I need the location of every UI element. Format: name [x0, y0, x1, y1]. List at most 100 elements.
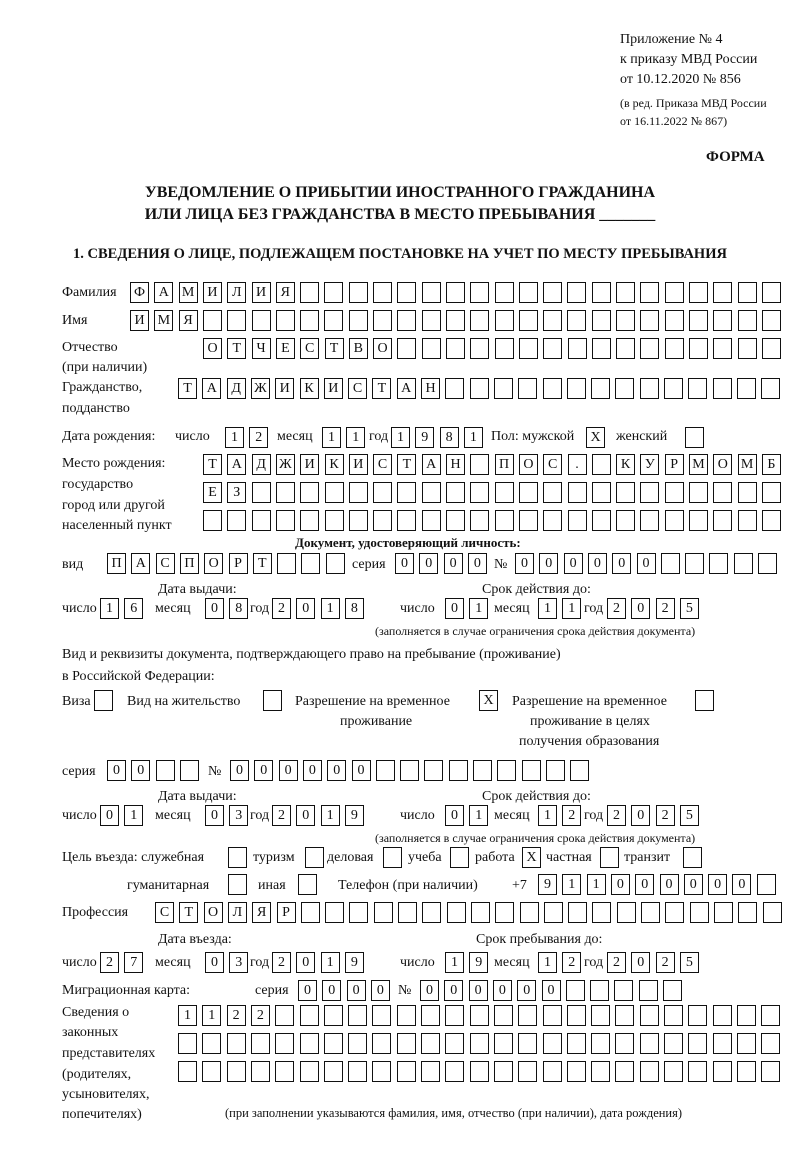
char-cell[interactable] [445, 310, 465, 331]
char-cell[interactable] [689, 902, 709, 923]
char-cell[interactable] [689, 338, 708, 359]
char-cell[interactable] [424, 760, 444, 781]
char-cell[interactable]: X [479, 690, 498, 711]
char-cell[interactable] [542, 1033, 562, 1054]
char-cell[interactable]: 0 [631, 598, 651, 619]
char-cell[interactable] [373, 510, 393, 531]
char-cell[interactable]: 2 [100, 952, 119, 973]
char-cell[interactable]: 0 [278, 760, 298, 781]
char-cell[interactable] [712, 1005, 732, 1026]
char-cell[interactable] [178, 1061, 197, 1082]
char-cell[interactable] [375, 760, 395, 781]
char-cell[interactable] [713, 902, 733, 923]
char-cell[interactable] [277, 553, 297, 574]
char-cell[interactable] [616, 902, 636, 923]
char-cell[interactable]: Т [324, 338, 344, 359]
char-cell[interactable]: 2 [655, 952, 675, 973]
char-cell[interactable]: 0 [327, 760, 347, 781]
char-cell[interactable] [762, 902, 782, 923]
char-cell[interactable] [373, 482, 393, 503]
char-cell[interactable] [640, 482, 660, 503]
char-cell[interactable]: 0 [659, 874, 679, 895]
char-cell[interactable]: А [131, 553, 151, 574]
char-cell[interactable]: 5 [679, 805, 699, 826]
char-cell[interactable] [761, 1005, 781, 1026]
char-cell[interactable] [543, 282, 563, 303]
char-cell[interactable]: Я [275, 282, 295, 303]
char-cell[interactable] [736, 1061, 756, 1082]
char-cell[interactable]: 1 [538, 952, 557, 973]
char-cell[interactable] [591, 454, 611, 475]
char-cell[interactable] [300, 902, 320, 923]
char-cell[interactable]: 0 [302, 760, 322, 781]
char-cell[interactable]: 0 [517, 980, 537, 1001]
char-cell[interactable]: 0 [515, 553, 534, 574]
char-cell[interactable] [518, 282, 538, 303]
char-cell[interactable]: Ч [251, 338, 271, 359]
char-cell[interactable]: 1 [178, 1005, 197, 1026]
char-cell[interactable] [600, 847, 619, 868]
char-cell[interactable]: У [640, 454, 660, 475]
char-cell[interactable] [349, 902, 369, 923]
char-cell[interactable] [348, 510, 368, 531]
char-cell[interactable]: О [204, 553, 224, 574]
char-cell[interactable] [519, 902, 539, 923]
char-cell[interactable] [660, 553, 680, 574]
char-cell[interactable]: 8 [229, 598, 249, 619]
char-cell[interactable]: С [543, 454, 563, 475]
char-cell[interactable]: Л [227, 282, 247, 303]
char-cell[interactable]: 1 [322, 427, 341, 448]
char-cell[interactable]: П [494, 454, 514, 475]
char-cell[interactable] [372, 1061, 392, 1082]
char-cell[interactable]: С [155, 902, 174, 923]
char-cell[interactable] [713, 510, 733, 531]
char-cell[interactable] [226, 1033, 246, 1054]
char-cell[interactable]: 0 [322, 980, 342, 1001]
char-cell[interactable]: 0 [131, 760, 151, 781]
char-cell[interactable] [299, 1061, 319, 1082]
char-cell[interactable] [761, 338, 781, 359]
char-cell[interactable] [497, 760, 517, 781]
char-cell[interactable]: О [713, 454, 733, 475]
char-cell[interactable] [397, 282, 417, 303]
char-cell[interactable] [639, 1005, 659, 1026]
char-cell[interactable] [470, 902, 490, 923]
char-cell[interactable]: И [130, 310, 149, 331]
char-cell[interactable]: 3 [229, 952, 249, 973]
char-cell[interactable] [616, 282, 635, 303]
char-cell[interactable] [518, 378, 538, 399]
char-cell[interactable] [470, 282, 490, 303]
char-cell[interactable] [543, 338, 563, 359]
char-cell[interactable] [421, 282, 441, 303]
char-cell[interactable]: 8 [439, 427, 459, 448]
char-cell[interactable] [275, 510, 295, 531]
char-cell[interactable]: 9 [538, 874, 557, 895]
char-cell[interactable] [712, 1061, 732, 1082]
char-cell[interactable] [737, 338, 757, 359]
char-cell[interactable] [591, 310, 611, 331]
char-cell[interactable] [591, 1005, 611, 1026]
char-cell[interactable] [300, 310, 320, 331]
char-cell[interactable] [324, 510, 344, 531]
char-cell[interactable] [446, 510, 465, 531]
char-cell[interactable] [565, 980, 585, 1001]
char-cell[interactable] [695, 690, 714, 711]
char-cell[interactable] [518, 1033, 538, 1054]
char-cell[interactable] [543, 510, 563, 531]
char-cell[interactable] [323, 1061, 343, 1082]
char-cell[interactable] [493, 378, 513, 399]
char-cell[interactable] [494, 338, 514, 359]
char-cell[interactable] [202, 310, 222, 331]
char-cell[interactable]: Р [664, 454, 684, 475]
char-cell[interactable] [712, 378, 732, 399]
char-cell[interactable] [688, 378, 708, 399]
char-cell[interactable]: К [324, 454, 344, 475]
char-cell[interactable] [733, 553, 753, 574]
char-cell[interactable] [713, 482, 733, 503]
char-cell[interactable]: 1 [320, 952, 340, 973]
char-cell[interactable] [446, 338, 465, 359]
char-cell[interactable]: 0 [205, 952, 224, 973]
char-cell[interactable]: 5 [679, 952, 699, 973]
char-cell[interactable] [688, 310, 708, 331]
char-cell[interactable] [615, 378, 635, 399]
